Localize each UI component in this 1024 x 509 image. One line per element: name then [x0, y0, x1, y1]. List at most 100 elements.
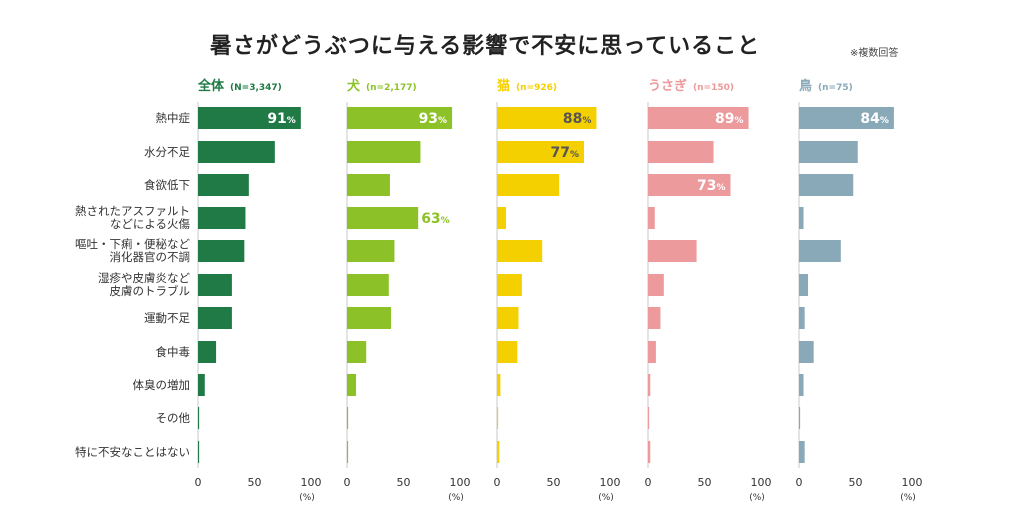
- bar: [347, 307, 392, 329]
- bar: [799, 441, 805, 463]
- x-tick-label: 0: [796, 476, 803, 489]
- bar: [648, 174, 731, 196]
- category-label: 熱されたアスファルトなどによる火傷: [75, 204, 190, 231]
- x-tick-label: 100: [751, 476, 772, 489]
- bar: [347, 274, 389, 296]
- bar: [799, 141, 858, 163]
- bar: [347, 174, 390, 196]
- bar: [648, 374, 651, 396]
- bar: [799, 174, 854, 196]
- category-label: 水分不足: [144, 145, 190, 159]
- bar: [497, 240, 543, 262]
- data-label: 63%: [421, 211, 450, 227]
- data-label: 77%: [550, 145, 579, 161]
- bar: [497, 141, 585, 163]
- bar: [347, 407, 349, 429]
- data-label: 89%: [715, 111, 744, 127]
- bar: [198, 107, 301, 129]
- bar: [347, 341, 367, 363]
- bar: [799, 407, 801, 429]
- bar: [648, 407, 650, 429]
- bar: [497, 407, 499, 429]
- bar: [497, 107, 597, 129]
- panel-title: 全体 (N=3,347): [197, 78, 282, 94]
- category-label: 湿疹や皮膚炎など皮膚のトラブル: [98, 271, 190, 298]
- x-unit-label: (%): [299, 493, 315, 503]
- bar: [198, 341, 217, 363]
- bar: [198, 141, 275, 163]
- bar: [198, 207, 246, 229]
- bar: [347, 374, 357, 396]
- bar: [648, 107, 749, 129]
- x-tick-label: 0: [494, 476, 501, 489]
- bar: [648, 341, 656, 363]
- x-unit-label: (%): [598, 493, 614, 503]
- bar: [799, 341, 814, 363]
- category-label: 嘔吐・下痢・便秘など消化器官の不調: [75, 237, 190, 264]
- bar: [347, 240, 395, 262]
- x-tick-label: 50: [547, 476, 561, 489]
- x-tick-label: 0: [195, 476, 202, 489]
- bar: [198, 374, 205, 396]
- bar: [198, 441, 200, 463]
- bar: [648, 307, 661, 329]
- bar: [497, 207, 507, 229]
- bar: [198, 307, 232, 329]
- category-label: その他: [156, 411, 191, 425]
- x-tick-label: 50: [698, 476, 712, 489]
- bar: [648, 207, 655, 229]
- category-label: 特に不安なことはない: [75, 445, 190, 459]
- panel-title: 猫 (n=926): [497, 78, 557, 94]
- x-tick-label: 100: [301, 476, 322, 489]
- bar: [347, 207, 419, 229]
- category-label: 食欲低下: [144, 178, 190, 192]
- bar: [347, 107, 453, 129]
- bar: [198, 240, 245, 262]
- x-tick-label: 50: [248, 476, 262, 489]
- x-tick-label: 100: [450, 476, 471, 489]
- x-unit-label: (%): [900, 493, 916, 503]
- bar: [347, 141, 421, 163]
- x-tick-label: 0: [344, 476, 351, 489]
- panel-title: 鳥 (n=75): [799, 78, 853, 94]
- data-label: 93%: [419, 111, 448, 127]
- x-tick-label: 0: [645, 476, 652, 489]
- bar: [648, 141, 714, 163]
- bar: [497, 274, 522, 296]
- data-label: 84%: [860, 111, 889, 127]
- bar: [799, 274, 809, 296]
- bar: [497, 307, 519, 329]
- bar: [799, 207, 804, 229]
- data-label: 73%: [697, 178, 726, 194]
- category-label: 体臭の増加: [133, 378, 191, 392]
- x-unit-label: (%): [448, 493, 464, 503]
- bar: [198, 174, 249, 196]
- bar: [799, 307, 805, 329]
- bar: [497, 341, 518, 363]
- bar: [648, 441, 651, 463]
- bar: [799, 374, 804, 396]
- bar: [198, 407, 200, 429]
- x-unit-label: (%): [749, 493, 765, 503]
- bar: [497, 174, 560, 196]
- bar: [799, 240, 841, 262]
- bar: [648, 274, 664, 296]
- multiple-answer-note: ※複数回答: [850, 48, 899, 59]
- chart-title: 暑さがどうぶつに与える影響で不安に思っていること: [209, 34, 761, 59]
- bar: [198, 274, 232, 296]
- bar: [648, 240, 697, 262]
- category-label: 食中毒: [156, 345, 191, 359]
- bar: [799, 107, 894, 129]
- x-tick-label: 100: [902, 476, 923, 489]
- x-tick-label: 50: [849, 476, 863, 489]
- data-label: 91%: [267, 111, 296, 127]
- panel-title: うさぎ (n=150): [648, 78, 734, 94]
- bar: [347, 441, 349, 463]
- data-label: 88%: [563, 111, 592, 127]
- bar: [497, 441, 500, 463]
- bar: [497, 374, 501, 396]
- x-tick-label: 100: [600, 476, 621, 489]
- category-label: 運動不足: [144, 311, 190, 325]
- x-tick-label: 50: [397, 476, 411, 489]
